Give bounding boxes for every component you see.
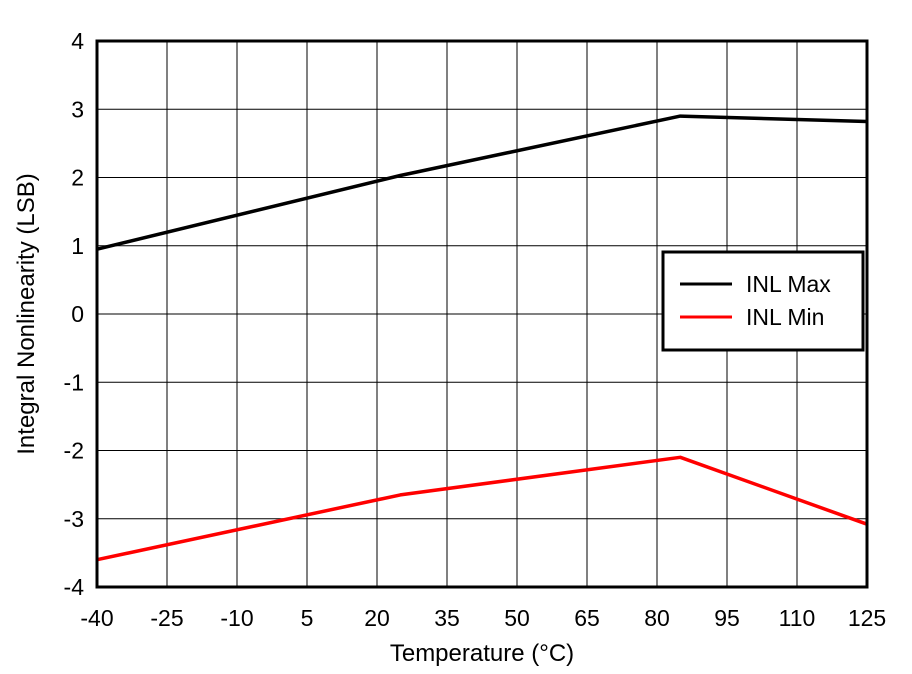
legend-label-inl-max: INL Max xyxy=(746,271,831,297)
y-tick-label: -3 xyxy=(64,506,84,532)
x-tick-label: 125 xyxy=(848,605,886,631)
y-tick-label: -4 xyxy=(64,574,85,600)
legend: INL Max INL Min xyxy=(661,250,865,352)
plot-frame xyxy=(95,39,869,589)
x-tick-label: -10 xyxy=(220,605,253,631)
x-tick-labels: -40 -25 -10 5 20 35 50 65 80 95 110 125 xyxy=(80,605,886,631)
x-tick-label: 35 xyxy=(434,605,460,631)
y-tick-label: 2 xyxy=(71,165,84,191)
y-tick-label: -1 xyxy=(64,369,84,395)
x-tick-label: 80 xyxy=(644,605,670,631)
x-tick-label: -40 xyxy=(80,605,113,631)
series-lines xyxy=(96,114,868,562)
y-tick-label: 0 xyxy=(71,301,84,327)
y-tick-label: 3 xyxy=(71,96,84,122)
x-tick-label: -25 xyxy=(150,605,183,631)
x-tick-label: 65 xyxy=(574,605,600,631)
x-tick-label: 5 xyxy=(301,605,314,631)
x-tick-label: 20 xyxy=(364,605,390,631)
x-tick-label: 50 xyxy=(504,605,530,631)
x-axis-title: Temperature (°C) xyxy=(390,640,574,667)
x-tick-label: 95 xyxy=(714,605,740,631)
y-tick-labels: 4 3 2 1 0 -1 -2 -3 -4 xyxy=(64,28,85,600)
series-line-inl-min xyxy=(96,455,868,562)
y-tick-label: 1 xyxy=(71,233,84,259)
legend-label-inl-min: INL Min xyxy=(746,304,824,330)
legend-box xyxy=(661,250,865,352)
y-tick-label: 4 xyxy=(71,28,84,54)
y-tick-label: -2 xyxy=(64,438,84,464)
x-tick-label: 110 xyxy=(779,605,816,631)
y-axis-title: Integral Nonlinearity (LSB) xyxy=(13,173,40,454)
series-line-inl-max xyxy=(96,114,868,251)
